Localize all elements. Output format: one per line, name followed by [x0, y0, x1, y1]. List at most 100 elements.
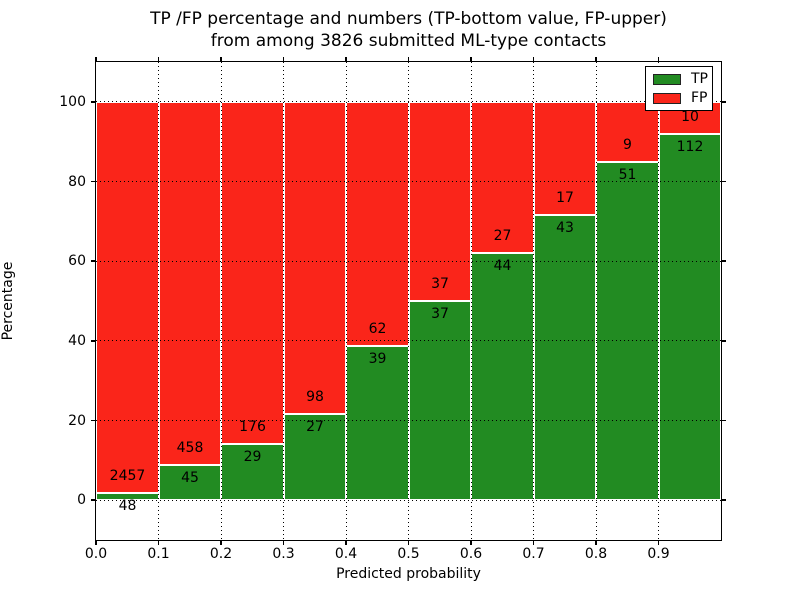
x-tick-mark: [407, 541, 410, 545]
y-tick-mark: [91, 260, 95, 262]
legend-label-tp: TP: [691, 71, 708, 87]
x-tick-mark-top: [407, 57, 410, 61]
y-tick-mark-right: [722, 180, 726, 183]
x-tick-mark-top: [157, 57, 160, 61]
tp-bar-segment: [471, 253, 534, 501]
tp-count-label: 51: [618, 166, 637, 183]
vertical-gridline: [408, 62, 409, 540]
tp-count-label: 112: [676, 139, 704, 156]
x-tick-mark-top: [470, 57, 472, 61]
x-tick-mark-top: [95, 57, 97, 61]
fp-count-label: 17: [556, 189, 574, 206]
fp-bar-segment: [159, 101, 221, 465]
y-tick-mark-right: [722, 101, 726, 103]
tp-bar-segment: [221, 443, 284, 501]
tp-bar-segment: [284, 414, 346, 501]
vertical-gridline: [658, 62, 659, 540]
x-tick-mark-top: [345, 57, 347, 61]
y-tick-label: 100: [59, 93, 86, 110]
fp-bar-segment: [409, 101, 471, 301]
x-tick-mark: [157, 541, 160, 545]
x-tick-mark: [220, 541, 222, 545]
legend-label-fp: FP: [691, 90, 708, 106]
x-tick-mark: [595, 541, 597, 545]
x-tick-label: 0.4: [334, 546, 358, 562]
fp-count-label: 98: [306, 389, 324, 406]
fp-bar-segment: [471, 101, 534, 254]
fp-bar-segment: [346, 101, 409, 347]
y-tick-mark-right: [722, 260, 726, 262]
fp-count-label: 62: [368, 321, 387, 338]
x-tick-mark: [345, 541, 347, 545]
y-tick-mark-right: [722, 419, 726, 422]
y-tick-label: 80: [68, 173, 86, 190]
x-tick-label: 0.5: [397, 546, 420, 562]
y-tick-mark: [91, 419, 95, 422]
fp-count-label: 27: [493, 228, 512, 245]
fp-count-label: 9: [623, 136, 632, 153]
tp-count-label: 43: [556, 219, 574, 236]
fp-count-label: 458: [176, 439, 204, 456]
tp-bar-segment: [409, 301, 471, 501]
y-tick-mark: [91, 180, 95, 183]
chart-title-line1: TP /FP percentage and numbers (TP-bottom…: [150, 9, 667, 29]
x-tick-mark: [470, 541, 472, 545]
x-tick-label: 0.7: [522, 546, 545, 562]
plot-area: TP FP 2457 48 458 45 176 29 98 27 62 39 37 37 27 44 17…: [91, 57, 726, 545]
tp-bar-segment: [659, 134, 721, 501]
y-tick-mark-right: [722, 340, 726, 342]
x-tick-mark: [532, 541, 535, 545]
fp-count-label: 176: [239, 418, 266, 435]
fp-count-label: 10: [681, 109, 699, 126]
tp-count-label: 44: [493, 258, 512, 275]
tp-count-label: 45: [181, 469, 199, 486]
fp-bar-segment: [96, 101, 159, 493]
x-tick-label: 0.0: [84, 546, 108, 562]
legend: TP FP: [645, 66, 713, 111]
vertical-gridline: [345, 62, 347, 540]
fp-count-label: 37: [431, 276, 449, 292]
fp-bar-segment: [596, 101, 659, 162]
y-axis-label: Percentage: [0, 261, 16, 341]
tp-bar-segment: [534, 214, 596, 501]
tp-bar-segment: [159, 464, 221, 501]
fp-bar-segment: [221, 101, 284, 444]
y-tick-mark: [91, 340, 95, 342]
tp-bar-segment: [346, 346, 409, 501]
x-tick-mark-top: [657, 57, 660, 61]
y-tick-label: 0: [77, 492, 86, 509]
x-tick-label: 0.9: [647, 546, 670, 562]
vertical-gridline: [220, 62, 222, 540]
x-tick-mark: [95, 541, 97, 545]
tp-count-label: 48: [118, 497, 137, 514]
x-tick-label: 0.6: [459, 546, 483, 562]
x-tick-mark-top: [532, 57, 535, 61]
chart-title-line2: from among 3826 submitted ML-type contac…: [210, 31, 607, 51]
tp-count-label: 29: [243, 448, 262, 465]
fp-bar-segment: [284, 101, 346, 415]
legend-item-tp: TP: [653, 72, 712, 86]
tp-count-label: 37: [431, 306, 449, 322]
x-tick-mark-top: [282, 57, 285, 61]
x-tick-label: 0.3: [272, 546, 295, 562]
y-tick-label: 60: [68, 253, 86, 270]
x-tick-mark-top: [595, 57, 597, 61]
x-tick-label: 0.8: [584, 546, 608, 562]
fp-bar-segment: [534, 101, 596, 215]
legend-item-fp: FP: [653, 91, 712, 105]
fp-swatch: [653, 92, 681, 104]
x-tick-mark: [657, 541, 660, 545]
y-tick-mark-right: [722, 499, 726, 501]
vertical-gridline: [533, 62, 534, 540]
tp-count-label: 39: [368, 351, 387, 368]
x-tick-label: 0.2: [209, 546, 233, 562]
vertical-gridline: [595, 62, 597, 540]
tp-count-label: 27: [306, 419, 324, 436]
x-axis-label: Predicted probability: [336, 566, 481, 582]
x-tick-label: 0.1: [147, 546, 170, 562]
y-tick-label: 20: [68, 412, 86, 429]
vertical-gridline: [470, 62, 472, 540]
tp-bar-segment: [596, 161, 659, 501]
x-tick-mark-top: [220, 57, 222, 61]
